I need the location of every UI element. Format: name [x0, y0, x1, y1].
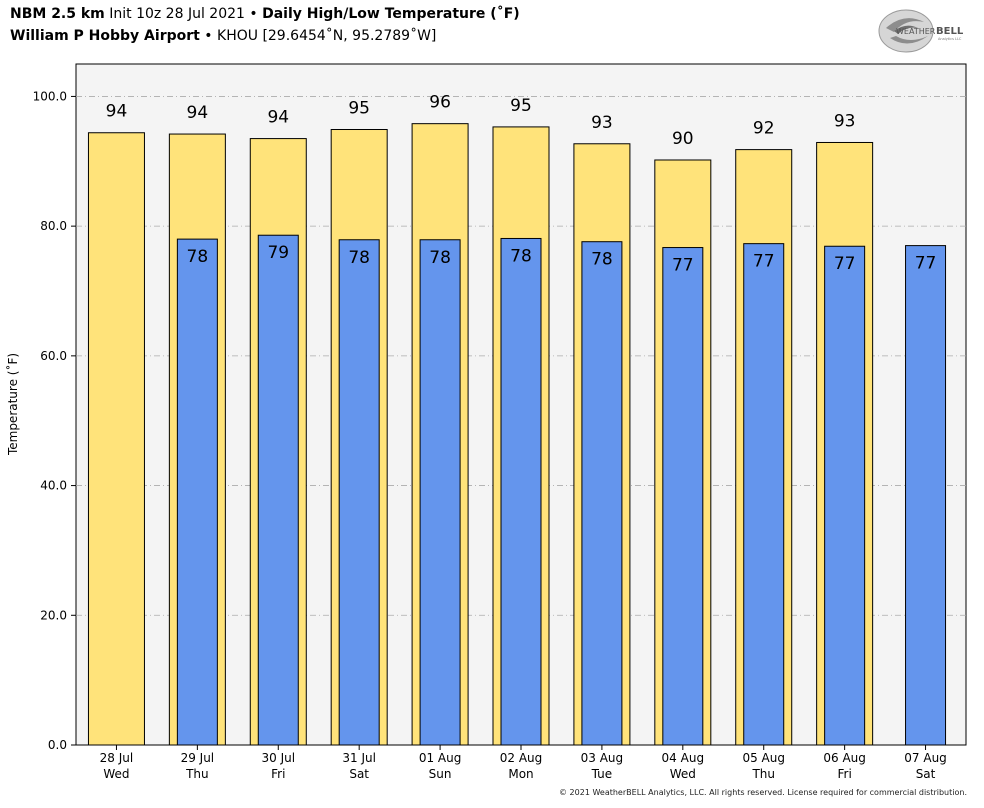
low-temp-label: 77 [753, 252, 775, 272]
separator: • [204, 28, 213, 44]
high-temp-label: 94 [106, 102, 128, 122]
low-temp-label: 78 [348, 248, 370, 268]
high-temp-label: 96 [429, 93, 451, 113]
y-tick-label: 40.0 [40, 479, 67, 493]
high-temp-bar [654, 159, 712, 746]
high-temp-bar [249, 138, 307, 746]
x-tick-date: 03 Aug [581, 751, 624, 765]
low-temp-label: 79 [267, 243, 289, 263]
high-temp-bar [87, 132, 145, 746]
x-tick-day: Thu [185, 767, 209, 781]
x-tick-day: Tue [591, 767, 613, 781]
bars [87, 123, 947, 746]
low-temp-label: 78 [510, 246, 532, 266]
x-tick-date: 02 Aug [500, 751, 543, 765]
y-tick-label: 60.0 [40, 349, 67, 363]
x-tick-date: 30 Jul [261, 751, 295, 765]
y-tick-label: 80.0 [40, 219, 67, 233]
high-temp-bar [492, 126, 550, 746]
x-tick-day: Sun [429, 767, 452, 781]
plot-area [75, 63, 967, 746]
init-time: Init 10z 28 Jul 2021 [109, 6, 245, 22]
chart-header-line-2: William P Hobby Airport • KHOU [29.6454˚… [10, 28, 436, 44]
x-tick-date: 31 Jul [342, 751, 376, 765]
low-temp-bar [743, 243, 785, 746]
high-temp-bar [816, 141, 874, 746]
low-temp-bar [338, 239, 380, 746]
x-tick-date: 07 Aug [904, 751, 947, 765]
low-temp-bar [500, 237, 542, 746]
copyright-footer: © 2021 WeatherBELL Analytics, LLC. All r… [559, 788, 967, 797]
x-tick-day: Thu [751, 767, 775, 781]
low-temp-label: 77 [834, 254, 856, 274]
x-tick-day: Mon [508, 767, 533, 781]
low-temp-label: 77 [672, 256, 694, 276]
y-axis: 0.0 20.0 40.0 60.0 80.0 100.0 [33, 89, 76, 752]
low-temp-bar [662, 247, 704, 746]
logo-text-right: BELL [936, 26, 964, 37]
low-temp-bar [176, 238, 218, 746]
low-temp-label: 78 [591, 250, 613, 270]
y-tick-label: 20.0 [40, 608, 67, 622]
high-temp-label: 94 [267, 108, 289, 128]
logo-text-left: WEATHER [896, 27, 936, 36]
station-name: William P Hobby Airport [10, 28, 200, 44]
high-temp-bar [573, 143, 631, 746]
x-tick-day: Fri [271, 767, 285, 781]
x-tick-date: 01 Aug [419, 751, 462, 765]
x-tick-date: 05 Aug [742, 751, 785, 765]
x-tick-day: Wed [103, 767, 129, 781]
low-temp-bar [905, 245, 947, 746]
high-temp-bar [411, 123, 469, 746]
model-name: NBM 2.5 km [10, 6, 105, 22]
high-temp-bar [330, 129, 388, 746]
high-temp-label: 90 [672, 129, 694, 149]
high-temp-label: 95 [348, 99, 370, 119]
high-temp-label: 92 [753, 119, 775, 139]
x-tick-date: 28 Jul [100, 751, 134, 765]
high-temp-label: 93 [834, 111, 856, 131]
low-temp-bar [257, 234, 299, 746]
x-tick-day: Fri [837, 767, 851, 781]
low-temp-label: 78 [187, 247, 209, 267]
high-temp-label: 95 [510, 96, 532, 116]
product-title: Daily High/Low Temperature (˚F) [262, 6, 520, 22]
value-labels: 94 94 78 94 79 95 78 96 78 95 78 93 78 90 77 92 77 93 77 77 [106, 93, 937, 276]
low-temp-label: 77 [915, 254, 937, 274]
high-temp-bar [735, 149, 793, 746]
x-tick-date: 04 Aug [662, 751, 705, 765]
logo-subtext: Analytics LLC [938, 37, 962, 41]
x-tick-date: 29 Jul [181, 751, 215, 765]
grid-lines [76, 96, 966, 616]
low-temp-bar [419, 239, 461, 746]
weatherbell-logo: WEATHER BELL Analytics LLC [878, 9, 964, 53]
y-axis-label: Temperature (˚F) [5, 353, 20, 456]
x-tick-day: Sat [349, 767, 369, 781]
x-tick-day: Wed [670, 767, 696, 781]
x-tick-date: 06 Aug [823, 751, 866, 765]
station-info: KHOU [29.6454˚N, 95.2789˚W] [217, 28, 437, 44]
separator: • [249, 6, 258, 22]
y-tick-label: 100.0 [33, 89, 67, 103]
x-axis: 28 Jul Wed 29 Jul Thu 30 Jul Fri 31 Jul Sat 01 A… [100, 745, 947, 781]
chart-header-line-1: NBM 2.5 km Init 10z 28 Jul 2021 • Daily … [10, 6, 520, 22]
low-temp-bar [824, 245, 866, 746]
x-tick-day: Sat [916, 767, 936, 781]
low-temp-label: 78 [429, 248, 451, 268]
high-temp-bar [168, 133, 226, 746]
y-tick-label: 0.0 [48, 738, 67, 752]
high-temp-label: 93 [591, 113, 613, 133]
high-temp-label: 94 [187, 103, 209, 123]
low-temp-bar [581, 241, 623, 746]
